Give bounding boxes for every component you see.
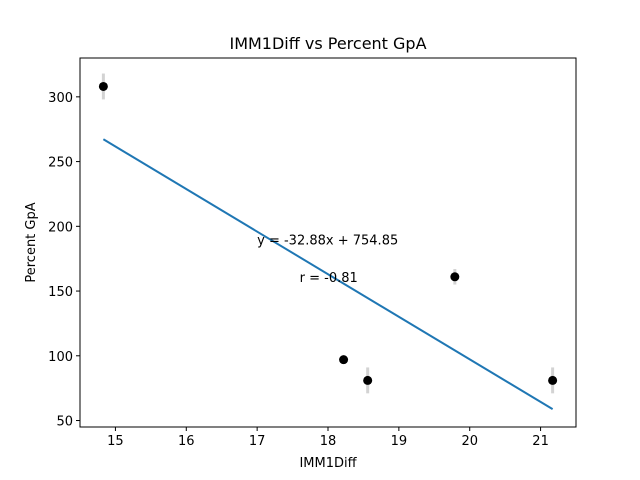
y-tick-label: 300: [48, 91, 73, 106]
x-tick-label: 20: [461, 434, 478, 449]
x-axis-ticks: 15 16 17 18 19 20 21: [107, 427, 549, 449]
annotation-label: y = -32.88x + 754.85: [257, 233, 398, 248]
annotation-label: r = -0.81: [300, 271, 358, 286]
fit-line-group: [102, 138, 554, 411]
y-axis-label: Percent GpA: [24, 202, 39, 282]
annotations: y = -32.88x + 754.85 r = -0.81: [257, 233, 398, 286]
data-point: [548, 375, 558, 385]
y-axis-ticks: 50 100 150 200 250 300: [48, 91, 80, 430]
data-point: [339, 355, 349, 365]
x-tick-label: 21: [532, 434, 549, 449]
y-tick-label: 200: [48, 220, 73, 235]
y-tick-label: 150: [48, 285, 73, 300]
data-point: [98, 81, 108, 91]
data-point: [450, 272, 460, 282]
x-tick-label: 18: [320, 434, 337, 449]
chart-title: IMM1Diff vs Percent GpA: [229, 34, 426, 53]
x-tick-label: 17: [249, 434, 266, 449]
y-tick-label: 100: [48, 350, 73, 365]
x-tick-label: 16: [178, 434, 195, 449]
y-tick-label: 250: [48, 156, 73, 171]
data-point: [363, 375, 373, 385]
x-axis-label: IMM1Diff: [299, 456, 357, 471]
data-points: [98, 81, 558, 385]
fit-line: [102, 138, 554, 411]
x-tick-label: 19: [391, 434, 408, 449]
y-tick-label: 50: [56, 415, 73, 430]
x-tick-label: 15: [107, 434, 124, 449]
